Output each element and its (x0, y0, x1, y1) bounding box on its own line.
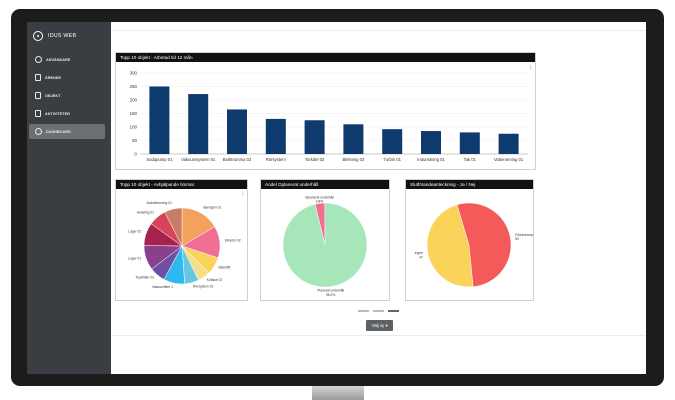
pie-slice[interactable] (426, 204, 474, 288)
sidebar-item-label: ÄRENDE (45, 75, 62, 80)
dashboard-icon (35, 128, 42, 135)
x-tick-label: Rörsystem (266, 157, 287, 162)
card-title: Topp 10 objekt - Avhjälpande timmar (116, 180, 247, 189)
sidebar-item-users[interactable]: ANVÄNDARE (29, 52, 105, 67)
dashboard-main: Topp 10 objekt - Arbetad tid 12 mån ⤓ 0 5… (111, 22, 646, 374)
bar[interactable] (421, 131, 441, 154)
pie-slice[interactable] (456, 202, 512, 288)
slice-value-label: 53 (515, 237, 519, 241)
card-completion-note: Slutförandeanteckning - Ja / Nej Ingen 47… (405, 179, 534, 301)
x-tick-label: Vattenrening 01 (494, 157, 524, 162)
bar[interactable] (382, 129, 403, 154)
sidebar-item-label: AKTIVITETER (45, 111, 70, 116)
monitor-stand (312, 386, 364, 400)
app-name: IDUS WEB (48, 33, 77, 39)
slice-label: Oplanerat underhåll (305, 195, 334, 199)
slice-label: Planerat underhåll (317, 289, 344, 293)
slice-label: Lager 02 (128, 230, 141, 234)
slice-label: Kofisse 02 (207, 278, 223, 282)
sidebar-item-label: ANVÄNDARE (46, 57, 71, 62)
select-view-button[interactable]: Välj vy ▾ (366, 320, 393, 331)
app-screen: IDUS WEB ANVÄNDARE ÄRENDE OBJEKT AKTIVIT… (27, 22, 646, 374)
slice-value-label: 47 (419, 255, 423, 259)
slice-value-label: 96.2% (326, 293, 335, 297)
slice-label: Tryckfilter 03 (135, 276, 154, 280)
bottom-divider (111, 335, 646, 336)
brand[interactable]: IDUS WEB (33, 29, 109, 43)
download-icon[interactable]: ⤓ (529, 64, 532, 70)
slice-label: Barrsgen 01 (203, 206, 221, 210)
bar[interactable] (265, 118, 286, 154)
y-tick-label: 150 (130, 111, 138, 116)
document-icon (35, 74, 41, 81)
bar[interactable] (188, 94, 209, 154)
sidebar-item-label: DASHBOARD (46, 129, 71, 134)
sidebar-item-cases[interactable]: ÄRENDE (29, 70, 105, 85)
card-top10-worktime: Topp 10 objekt - Arbetad tid 12 mån ⤓ 0 5… (115, 52, 536, 170)
card-planned-share: Andel Oplanerat underhåll Oplanerat unde… (260, 179, 390, 301)
carousel-dot-active[interactable] (388, 310, 399, 312)
bar[interactable] (227, 109, 247, 154)
x-tick-label: Indunstning 01 (417, 157, 445, 162)
carousel-dot[interactable] (358, 310, 369, 312)
x-tick-label: Torkdel 03 (305, 157, 325, 162)
sidebar-item-objects[interactable]: OBJEKT (29, 88, 105, 103)
bar[interactable] (459, 132, 480, 154)
x-tick-label: Barktrumma 02 (223, 157, 252, 162)
x-tick-label: Turbin 01 (383, 157, 401, 162)
pie-slice[interactable] (164, 207, 183, 247)
user-icon (35, 56, 42, 63)
activity-icon (35, 110, 41, 117)
pie-chart-maintenance: Barrsgen 01 Elmotor 02 Blandfilt Kofisse 02… (128, 201, 241, 289)
carousel-dots (358, 310, 399, 312)
bar[interactable] (304, 120, 325, 154)
bar[interactable] (498, 133, 519, 154)
carousel-dot[interactable] (373, 310, 384, 312)
x-tick-label: Sodapump 01 (146, 157, 173, 162)
y-tick-label: 200 (130, 98, 138, 103)
card-top10-maintenance: Topp 10 objekt - Avhjälpande timmar ⤓ Ba… (115, 179, 248, 301)
sidebar: IDUS WEB ANVÄNDARE ÄRENDE OBJEKT AKTIVIT… (27, 22, 111, 374)
download-icon[interactable]: ⤓ (241, 190, 244, 196)
slice-label: Rörsystem 01 (193, 285, 214, 289)
sidebar-item-activities[interactable]: AKTIVITETER (29, 106, 105, 121)
slice-label: Förekommande (515, 233, 533, 237)
slice-label: Ingen (415, 251, 423, 255)
x-tick-label: Blekning 03 (342, 157, 365, 162)
sidebar-item-label: OBJEKT (45, 93, 61, 98)
card-title: Slutförandeanteckning - Ja / Nej (406, 180, 533, 189)
slice-label: Avdoktrimning 01 (147, 201, 173, 205)
bar-chart: 0 50 100 150 200 250 300 Sodapump 01 Vakuumsyste… (130, 71, 528, 162)
y-tick-label: 100 (130, 125, 138, 130)
y-tick-label: 50 (132, 138, 137, 143)
x-tick-label: Tak 01 (464, 157, 477, 162)
slice-label: Lager 01 (128, 256, 141, 260)
x-tick-label: Vakuumsystem 01 (181, 157, 216, 162)
slice-value-label: 3.8% (316, 200, 324, 204)
slice-label: Elmotor 02 (225, 238, 241, 242)
bar[interactable] (343, 124, 364, 154)
pie-slice[interactable] (282, 202, 368, 288)
card-title: Andel Oplanerat underhåll (261, 180, 389, 189)
bar[interactable] (149, 86, 170, 155)
slice-label: Vakuumfilter 1 (152, 285, 173, 289)
card-title: Topp 10 objekt - Arbetad tid 12 mån (116, 53, 535, 62)
object-icon (35, 92, 41, 99)
y-tick-label: 250 (130, 84, 138, 89)
sidebar-item-dashboard[interactable]: DASHBOARD (29, 124, 105, 139)
slice-label: Blandfilt (219, 266, 231, 270)
slice-label: Avdeling 01 (137, 210, 154, 214)
eye-logo-icon (33, 31, 43, 41)
y-tick-label: 0 (135, 152, 138, 157)
y-tick-label: 300 (130, 71, 138, 76)
top-divider (111, 30, 646, 31)
